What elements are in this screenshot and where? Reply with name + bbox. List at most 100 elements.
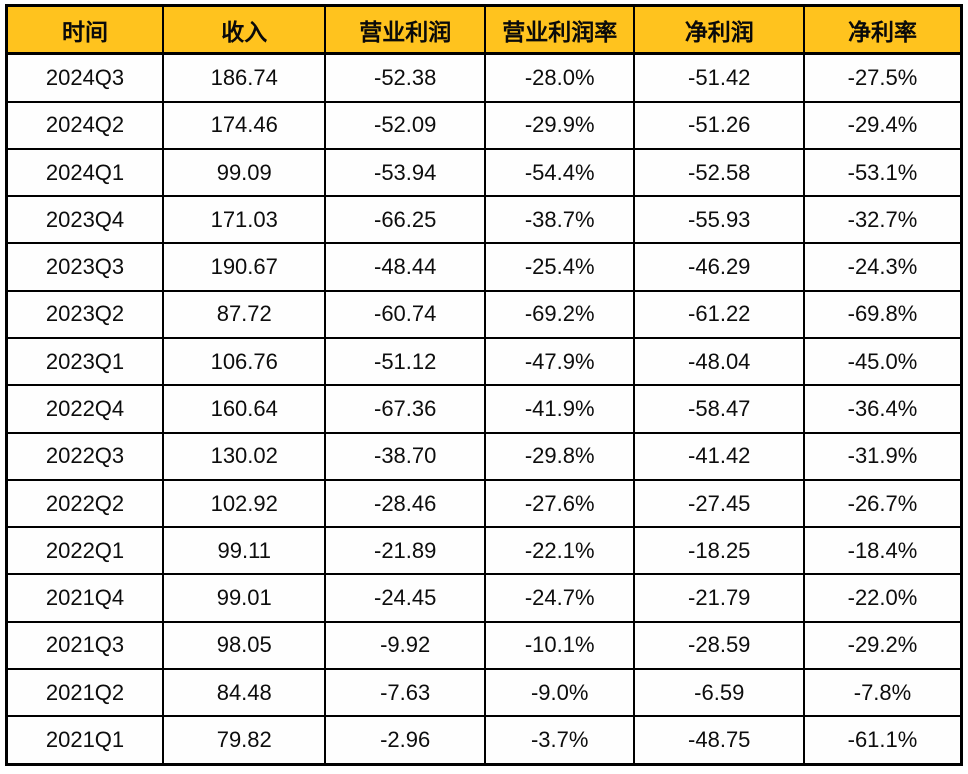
value-cell: 84.48 <box>162 667 327 718</box>
table-row: 2022Q3 130.02 -38.70 -29.8% -41.42 -31.9% <box>5 431 963 481</box>
period-cell: 2022Q2 <box>5 478 165 529</box>
value-cell: -24.3% <box>802 242 963 292</box>
value-cell: -48.44 <box>324 242 486 292</box>
period-cell: 2021Q4 <box>5 573 165 623</box>
column-header-2: 收入 <box>162 4 327 55</box>
value-cell: -45.0% <box>802 337 963 387</box>
value-cell: -66.25 <box>324 195 486 245</box>
value-cell: -53.1% <box>802 147 963 198</box>
value-cell: 99.01 <box>162 573 327 623</box>
period-cell: 2022Q4 <box>5 384 165 434</box>
value-cell: 130.02 <box>162 431 327 481</box>
value-cell: -60.74 <box>324 289 486 340</box>
value-cell: -46.29 <box>633 242 805 292</box>
value-cell: -18.4% <box>802 526 963 576</box>
value-cell: -10.1% <box>483 620 636 671</box>
value-cell: -52.09 <box>324 100 486 150</box>
table-row: 2023Q4 171.03 -66.25 -38.7% -55.93 -32.7% <box>5 195 963 245</box>
value-cell: 174.46 <box>162 100 327 150</box>
value-cell: -61.1% <box>802 715 963 766</box>
value-cell: -29.9% <box>483 100 636 150</box>
column-header-3: 营业利润 <box>324 4 486 55</box>
table-header: 时间 收入 营业利润 营业利润率 净利润 净利率 <box>5 4 963 55</box>
header-row: 时间 收入 营业利润 营业利润率 净利润 净利率 <box>5 4 963 55</box>
table-row: 2024Q2 174.46 -52.09 -29.9% -51.26 -29.4% <box>5 100 963 150</box>
value-cell: 98.05 <box>162 620 327 671</box>
value-cell: 190.67 <box>162 242 327 292</box>
quarterly-financials-table: 时间 收入 营业利润 营业利润率 净利润 净利率 2024Q3 186.74 -52.38 -2… <box>5 4 963 766</box>
period-cell: 2024Q3 <box>5 52 165 103</box>
value-cell: -7.8% <box>802 667 963 718</box>
period-cell: 2022Q1 <box>5 526 165 576</box>
value-cell: -55.93 <box>633 195 805 245</box>
table-row: 2023Q2 87.72 -60.74 -69.2% -61.22 -69.8% <box>5 289 963 340</box>
period-cell: 2021Q1 <box>5 715 165 766</box>
table-body: 2024Q3 186.74 -52.38 -28.0% -51.42 -27.5% 2024… <box>5 52 963 766</box>
table-row: 2021Q1 79.82 -2.96 -3.7% -48.75 -61.1% <box>5 715 963 766</box>
value-cell: -28.59 <box>633 620 805 671</box>
value-cell: -48.75 <box>633 715 805 766</box>
period-cell: 2023Q3 <box>5 242 165 292</box>
value-cell: -52.38 <box>324 52 486 103</box>
table-row: 2023Q1 106.76 -51.12 -47.9% -48.04 -45.0% <box>5 337 963 387</box>
value-cell: 99.11 <box>162 526 327 576</box>
value-cell: -48.04 <box>633 337 805 387</box>
table-row: 2021Q2 84.48 -7.63 -9.0% -6.59 -7.8% <box>5 667 963 718</box>
value-cell: -24.45 <box>324 573 486 623</box>
period-cell: 2022Q3 <box>5 431 165 481</box>
value-cell: -22.1% <box>483 526 636 576</box>
value-cell: -32.7% <box>802 195 963 245</box>
table-row: 2023Q3 190.67 -48.44 -25.4% -46.29 -24.3% <box>5 242 963 292</box>
period-cell: 2024Q2 <box>5 100 165 150</box>
column-header-6: 净利率 <box>802 4 963 55</box>
value-cell: -25.4% <box>483 242 636 292</box>
value-cell: -53.94 <box>324 147 486 198</box>
value-cell: 102.92 <box>162 478 327 529</box>
value-cell: -47.9% <box>483 337 636 387</box>
table-row: 2021Q4 99.01 -24.45 -24.7% -21.79 -22.0% <box>5 573 963 623</box>
column-header-1: 时间 <box>5 4 165 55</box>
value-cell: 106.76 <box>162 337 327 387</box>
period-cell: 2023Q1 <box>5 337 165 387</box>
table-row: 2024Q3 186.74 -52.38 -28.0% -51.42 -27.5% <box>5 52 963 103</box>
value-cell: 99.09 <box>162 147 327 198</box>
value-cell: -24.7% <box>483 573 636 623</box>
value-cell: -9.0% <box>483 667 636 718</box>
value-cell: -29.2% <box>802 620 963 671</box>
table-row: 2022Q1 99.11 -21.89 -22.1% -18.25 -18.4% <box>5 526 963 576</box>
value-cell: -28.46 <box>324 478 486 529</box>
value-cell: -61.22 <box>633 289 805 340</box>
value-cell: -28.0% <box>483 52 636 103</box>
value-cell: -67.36 <box>324 384 486 434</box>
value-cell: -29.8% <box>483 431 636 481</box>
period-cell: 2021Q3 <box>5 620 165 671</box>
value-cell: -27.5% <box>802 52 963 103</box>
value-cell: -27.6% <box>483 478 636 529</box>
value-cell: -26.7% <box>802 478 963 529</box>
column-header-4: 营业利润率 <box>483 4 636 55</box>
value-cell: -54.4% <box>483 147 636 198</box>
value-cell: 160.64 <box>162 384 327 434</box>
table-row: 2022Q4 160.64 -67.36 -41.9% -58.47 -36.4% <box>5 384 963 434</box>
value-cell: -27.45 <box>633 478 805 529</box>
value-cell: 186.74 <box>162 52 327 103</box>
table-row: 2024Q1 99.09 -53.94 -54.4% -52.58 -53.1% <box>5 147 963 198</box>
period-cell: 2023Q2 <box>5 289 165 340</box>
value-cell: -69.2% <box>483 289 636 340</box>
value-cell: -21.79 <box>633 573 805 623</box>
table-row: 2021Q3 98.05 -9.92 -10.1% -28.59 -29.2% <box>5 620 963 671</box>
value-cell: -51.42 <box>633 52 805 103</box>
period-cell: 2021Q2 <box>5 667 165 718</box>
table-row: 2022Q2 102.92 -28.46 -27.6% -27.45 -26.7% <box>5 478 963 529</box>
value-cell: -38.70 <box>324 431 486 481</box>
value-cell: -69.8% <box>802 289 963 340</box>
period-cell: 2024Q1 <box>5 147 165 198</box>
value-cell: -22.0% <box>802 573 963 623</box>
value-cell: -36.4% <box>802 384 963 434</box>
value-cell: -58.47 <box>633 384 805 434</box>
value-cell: 79.82 <box>162 715 327 766</box>
value-cell: -31.9% <box>802 431 963 481</box>
value-cell: -38.7% <box>483 195 636 245</box>
value-cell: -41.42 <box>633 431 805 481</box>
value-cell: -41.9% <box>483 384 636 434</box>
